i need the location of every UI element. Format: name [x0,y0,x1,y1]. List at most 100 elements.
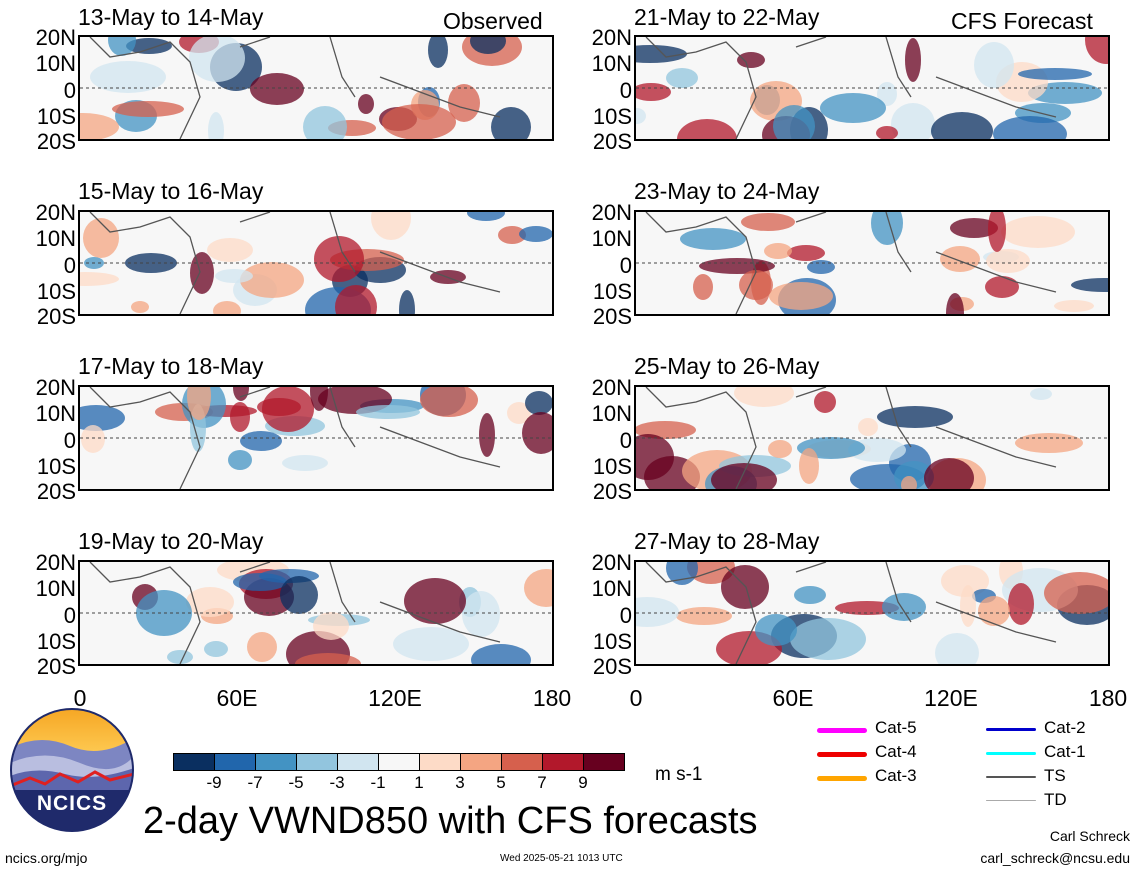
lat-label: 10S [36,104,76,129]
colorbar-label: 7 [537,773,547,792]
main-title: 2-day VWND850 with CFS forecasts [143,800,758,842]
legend-line-cat-1 [986,752,1036,755]
panel-title: 17-May to 18-May [78,353,264,379]
ncics-logo: NCICS [10,708,134,832]
legend-line-cat-2 [986,728,1036,731]
author: Carl Schreck [1049,828,1130,844]
lat-label: 10N [591,226,632,251]
lat-label: 10N [35,576,76,601]
lat-label: 20S [592,479,632,504]
colorbar-swatch [173,753,215,771]
lat-label: 0 [63,78,76,103]
panel-title: 13-May to 14-May [78,4,264,30]
lat-label: 10N [591,51,632,76]
panel-title: 25-May to 26-May [634,353,820,379]
lat-label: 10N [35,401,76,426]
lat-label: 10N [591,401,632,426]
lat-label: 10S [36,629,76,654]
lat-label: 10N [35,226,76,251]
legend-line-cat-5 [817,728,867,733]
lat-label: 0 [63,253,76,278]
colorbar-label: -5 [288,773,304,792]
lat-label: 10S [36,454,76,479]
lon-label: 0 [73,685,87,711]
colorbar-swatch [583,753,625,771]
wind-map-panel [78,210,554,316]
lat-label: 20S [592,304,632,329]
lat-label: 20N [35,375,76,400]
legend-line-cat-3 [817,776,867,781]
lon-label: 180 [1088,685,1128,711]
lat-label: 20N [591,375,632,400]
wind-map-panel [78,385,554,491]
lat-label: 10S [36,279,76,304]
lon-label: 120E [368,685,422,711]
lat-label: 20S [592,654,632,679]
timestamp: Wed 2025-05-21 1013 UTC [500,853,623,864]
lat-label: 0 [63,603,76,628]
legend-label: Cat-3 [875,766,917,785]
panel-title: 21-May to 22-May [634,4,820,30]
legend-label: Cat-4 [875,742,917,761]
lat-label: 20S [36,129,76,154]
panel-title: 27-May to 28-May [634,528,820,554]
lat-label: 20N [591,550,632,575]
lat-label: 10S [592,629,632,654]
colorbar-swatch [255,753,297,771]
lat-label: 0 [619,253,632,278]
wind-map-panel [634,210,1110,316]
colorbar-swatch [501,753,543,771]
url-text: ncics.org/mjo [5,850,88,866]
observed-label: Observed [443,8,543,34]
wind-map-panel [634,560,1110,666]
lat-label: 20N [35,200,76,225]
legend-line-td [986,800,1036,801]
colorbar-label: -7 [247,773,263,792]
email: carl_schreck@ncsu.edu [980,850,1130,866]
lat-label: 10S [592,104,632,129]
lat-label: 10S [592,454,632,479]
lat-label: 20S [36,479,76,504]
colorbar-units: m s-1 [655,764,703,785]
lat-label: 20S [36,654,76,679]
lat-label: 0 [63,428,76,453]
lat-label: 10S [592,279,632,304]
colorbar-label: -3 [329,773,345,792]
legend-label: Cat-1 [1044,742,1086,761]
forecast-label: CFS Forecast [951,8,1093,34]
lat-label: 0 [619,78,632,103]
panel-title: 15-May to 16-May [78,178,264,204]
legend-label: Cat-2 [1044,718,1086,737]
colorbar-swatch [296,753,338,771]
lat-label: 0 [619,428,632,453]
colorbar-swatch [419,753,461,771]
colorbar-label: 1 [414,773,424,792]
colorbar-swatch [214,753,256,771]
colorbar-swatch [460,753,502,771]
lat-label: 0 [619,603,632,628]
colorbar-swatch [337,753,379,771]
colorbar-label: -9 [206,773,222,792]
colorbar-label: 3 [455,773,465,792]
lat-label: 20N [591,25,632,50]
wind-map-panel [634,35,1110,141]
panel-title: 23-May to 24-May [634,178,820,204]
logo-text: NCICS [36,792,108,815]
wind-map-panel [78,560,554,666]
legend-line-cat-4 [817,752,867,757]
legend-label: TD [1044,790,1067,809]
lat-label: 20N [35,25,76,50]
lon-label: 180 [532,685,572,711]
colorbar-label: 9 [578,773,588,792]
panel-title: 19-May to 20-May [78,528,264,554]
lon-label: 120E [924,685,978,711]
lat-label: 20N [35,550,76,575]
colorbar-swatch [542,753,584,771]
legend-line-ts [986,776,1036,778]
colorbar-label: -1 [370,773,386,792]
lon-label: 0 [629,685,643,711]
colorbar-swatch [378,753,420,771]
lat-label: 20N [591,200,632,225]
lat-label: 10N [35,51,76,76]
lat-label: 20S [592,129,632,154]
